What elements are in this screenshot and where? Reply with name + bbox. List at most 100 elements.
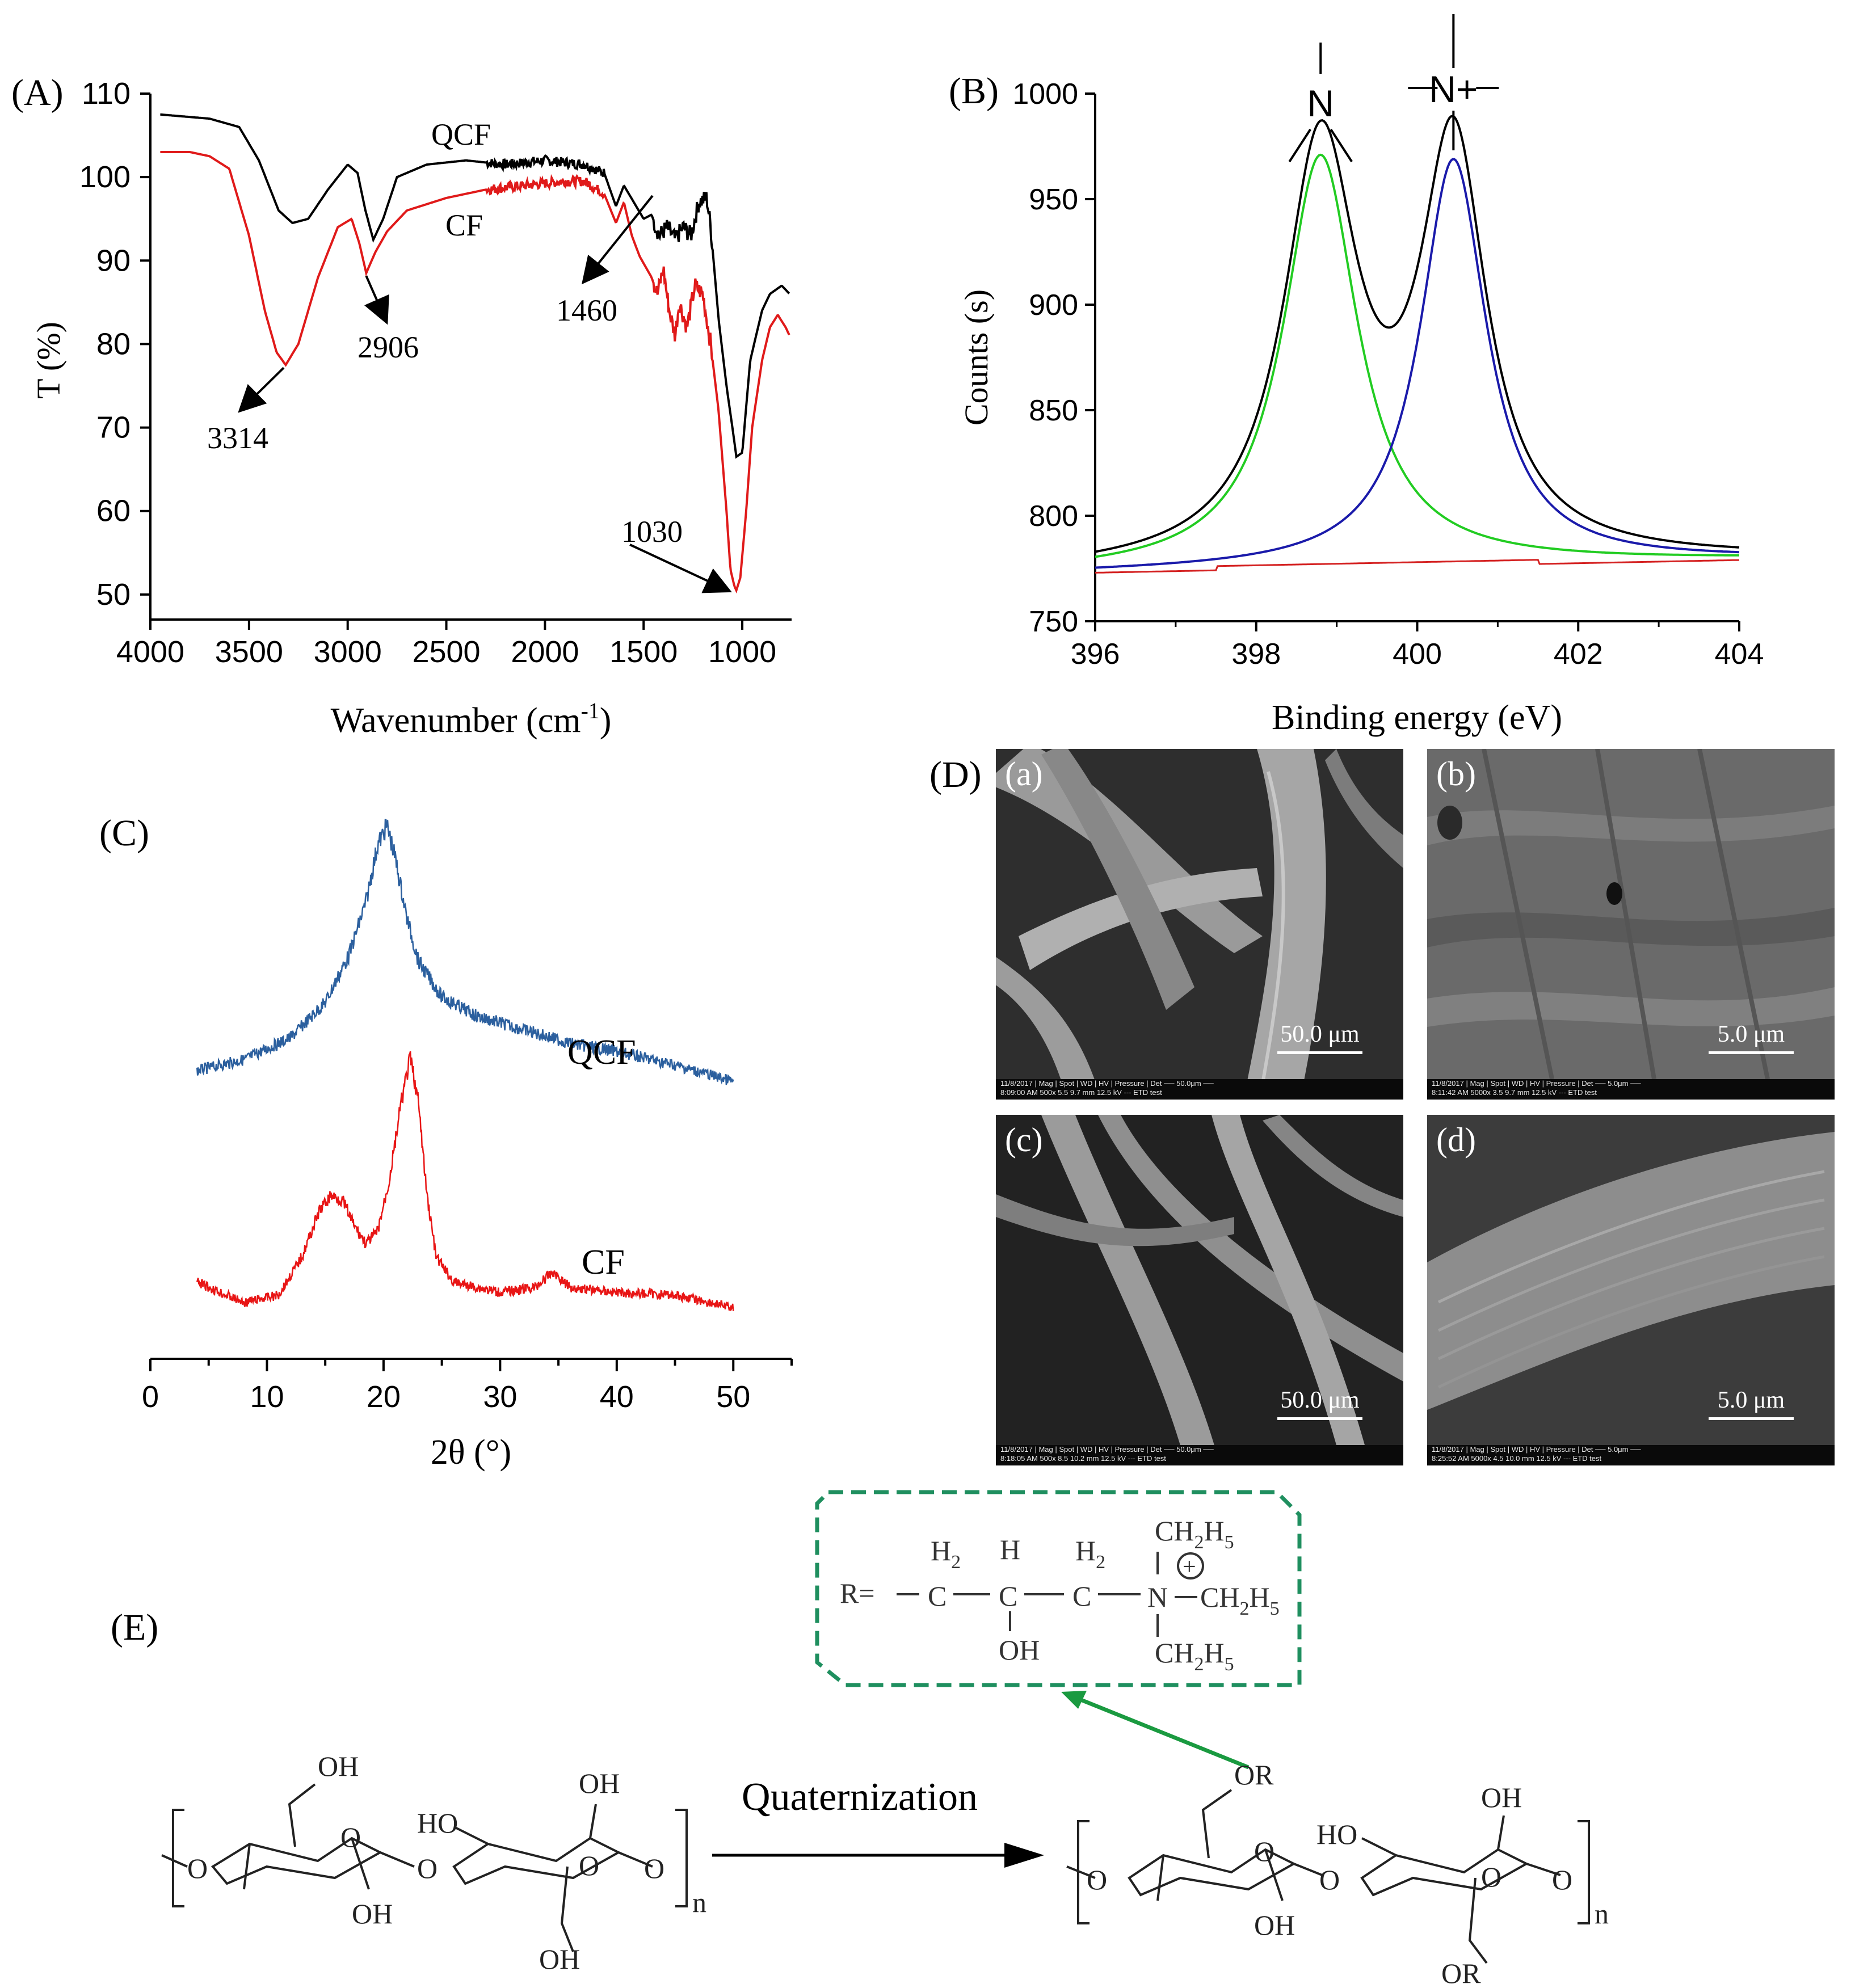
sem-fibers-photo <box>996 749 1403 1079</box>
c-x-tick-label: 0 <box>142 1380 159 1414</box>
reaction-label: Quaternization <box>742 1775 978 1819</box>
right-o-end: O <box>1552 1864 1572 1896</box>
a-y-tick-label: 100 <box>79 160 131 194</box>
b-x-tick-label: 396 <box>1071 638 1120 671</box>
left-n: n <box>692 1886 706 1918</box>
quaternized-labels: OR O O O OH HO OH O O OR n <box>1087 1759 1609 1988</box>
b-n-bond-left <box>1288 128 1311 163</box>
b-nplus-label: N+ <box>1429 68 1478 110</box>
panel-b-y-axis-label: Counts (s) <box>958 289 995 426</box>
left-oh-top: OH <box>318 1750 359 1782</box>
panel-b-x-axis-label: Binding energy (eV) <box>1272 698 1562 737</box>
panel-d-label: (D) <box>929 754 982 795</box>
r-c1: C <box>928 1580 947 1612</box>
c-x-tick-label: 40 <box>600 1380 634 1414</box>
a-annotation-arrow <box>629 544 732 593</box>
left-glyco-o: O <box>417 1852 438 1884</box>
sem-info-bar-a: 11/8/2017 | Mag | Spot | WD | HV | Press… <box>996 1079 1403 1100</box>
r-c2: C <box>999 1580 1017 1612</box>
b-n-label: N <box>1307 82 1334 124</box>
right-or-bottom: OR <box>1441 1957 1481 1988</box>
left-ho: HO <box>417 1807 458 1839</box>
reaction-arrow: Quaternization <box>712 1775 1044 1868</box>
a-annotation-label: 1460 <box>556 293 617 327</box>
green-arrow <box>1061 1691 1250 1770</box>
r-h: H <box>1000 1534 1020 1565</box>
sem-image-a: (a) 50.0 μm 11/8/2017 | Mag | Spot | WD … <box>996 749 1403 1100</box>
right-glyco-o: O <box>1319 1864 1340 1896</box>
b-x-tick-label: 402 <box>1554 638 1603 671</box>
panel-c-cf-label: CF <box>582 1243 625 1282</box>
left-oh-mid: OH <box>352 1898 393 1930</box>
b-x-tick-label: 404 <box>1715 638 1764 671</box>
panel-c-xrd-chart: (C) 0 10 20 30 40 50 QCF CF 2θ (°) <box>99 812 793 1472</box>
r-h2-2: H2 <box>1075 1535 1105 1573</box>
quaternized-cellulose-structure <box>1066 1789 1590 1964</box>
panel-b-nitrogen-structures: N N+ <box>1288 14 1499 163</box>
b-x-tick-label: 398 <box>1231 638 1281 671</box>
a-annotation-arrow <box>582 195 654 285</box>
b-y-tick-label: 1000 <box>1012 78 1078 111</box>
b-n-bond-right <box>1330 128 1353 163</box>
a-y-tick-label: 90 <box>96 243 131 277</box>
panel-a-annotations: 3314 2906 1460 1030 <box>207 195 732 593</box>
r-ethyl-bottom: CH2H5 <box>1155 1637 1234 1675</box>
r-ethyl-right: CH2H5 <box>1200 1581 1280 1619</box>
panel-a-label: (A) <box>11 72 64 113</box>
c-x-tick-label: 50 <box>716 1380 750 1414</box>
a-annotation-arrow <box>364 275 389 325</box>
r-oh: OH <box>999 1634 1040 1666</box>
panel-a-axes: 4000 3500 3000 2500 2000 1500 1000 50 60 70 80 90 10… <box>79 77 792 669</box>
left-oh-bottom: OH <box>539 1943 580 1975</box>
sem-info-bar-b: 11/8/2017 | Mag | Spot | WD | HV | Press… <box>1427 1079 1835 1100</box>
b-n-fit-line <box>1095 153 1739 558</box>
r-plus: + <box>1183 1554 1196 1580</box>
r-h2-1: H2 <box>931 1535 961 1573</box>
panel-c-series <box>196 819 734 1312</box>
panel-c-label: (C) <box>99 812 149 854</box>
sem-tag-b: (b) <box>1436 755 1476 793</box>
sem-fiber-closeup-photo <box>1427 1115 1835 1445</box>
right-ring-o2: O <box>1481 1861 1501 1893</box>
a-y-tick-label: 80 <box>96 327 131 361</box>
panel-a-y-axis-label: T (%) <box>30 322 67 399</box>
panel-c-qcf-label: QCF <box>567 1033 636 1072</box>
left-o-end: O <box>644 1852 664 1884</box>
sem-info-bar-c: 11/8/2017 | Mag | Spot | WD | HV | Press… <box>996 1445 1403 1465</box>
a-y-tick-label: 110 <box>82 77 131 111</box>
c-x-tick-label: 30 <box>483 1380 517 1414</box>
a-x-tick-label: 3500 <box>215 635 283 669</box>
r-group-box: R= C H2 C H OH C H2 N + CH2H5 CH2H5 CH2H… <box>815 1490 1302 1687</box>
a-y-tick-label: 70 <box>96 411 131 445</box>
panel-a-ftir-chart: (A) 4000 3500 3000 2500 2000 1500 1000 50 60 70 80… <box>11 72 792 740</box>
a-x-tick-label: 4000 <box>116 635 184 669</box>
right-or-top: OR <box>1234 1759 1274 1791</box>
sem-image-c: (c) 50.0 μm 11/8/2017 | Mag | Spot | WD … <box>996 1115 1403 1465</box>
a-y-tick-label: 50 <box>96 578 131 612</box>
right-ring-o1: O <box>1254 1835 1274 1867</box>
a-x-tick-label: 3000 <box>314 635 382 669</box>
b-background-line <box>1095 559 1740 574</box>
panel-c-axes: 0 10 20 30 40 50 <box>142 1358 793 1414</box>
a-annotation-arrow <box>238 367 285 413</box>
right-oh-mid: OH <box>1254 1909 1295 1941</box>
a-x-tick-label: 2500 <box>412 635 480 669</box>
a-x-tick-label: 1500 <box>609 635 678 669</box>
sem-scale-d: 5.0 μm <box>1709 1387 1794 1420</box>
panel-b-label: (B) <box>949 70 999 112</box>
sem-scale-b: 5.0 μm <box>1709 1021 1794 1054</box>
b-y-tick-label: 900 <box>1029 289 1078 322</box>
sem-image-d: (d) 5.0 μm 11/8/2017 | Mag | Spot | WD |… <box>1427 1115 1835 1465</box>
panel-a-series: QCF CF <box>160 113 790 594</box>
right-ho: HO <box>1316 1818 1357 1850</box>
sem-tag-c: (c) <box>1005 1121 1043 1159</box>
b-y-tick-label: 850 <box>1029 394 1078 427</box>
left-oh-right: OH <box>579 1767 620 1799</box>
a-annotation-label: 2906 <box>357 330 419 364</box>
panel-b-xps-chart: (B) 396 398 400 402 404 750 800 850 900 950 1000 N… <box>949 14 1764 737</box>
panel-c-x-axis-label: 2θ (°) <box>431 1433 511 1472</box>
cellulose-labels: OH O O O OH HO OH O O OH n <box>187 1750 706 1975</box>
b-y-tick-label: 800 <box>1029 500 1078 533</box>
c-qcf-line <box>196 819 734 1085</box>
left-ring-o1: O <box>340 1821 361 1853</box>
